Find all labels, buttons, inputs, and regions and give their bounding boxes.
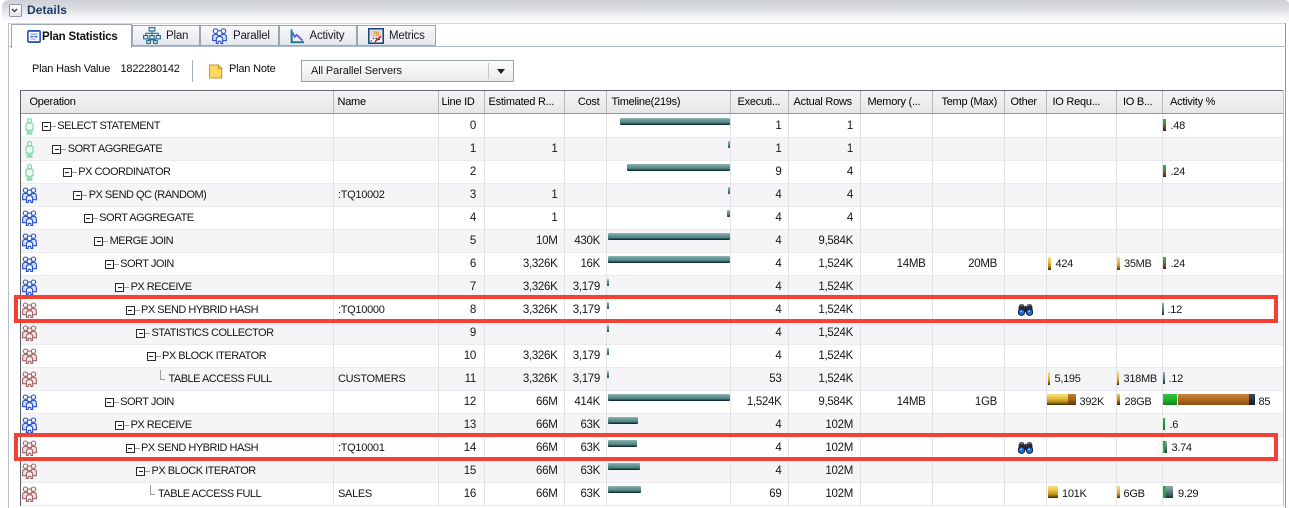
svg-text:70: 70 (373, 31, 380, 38)
